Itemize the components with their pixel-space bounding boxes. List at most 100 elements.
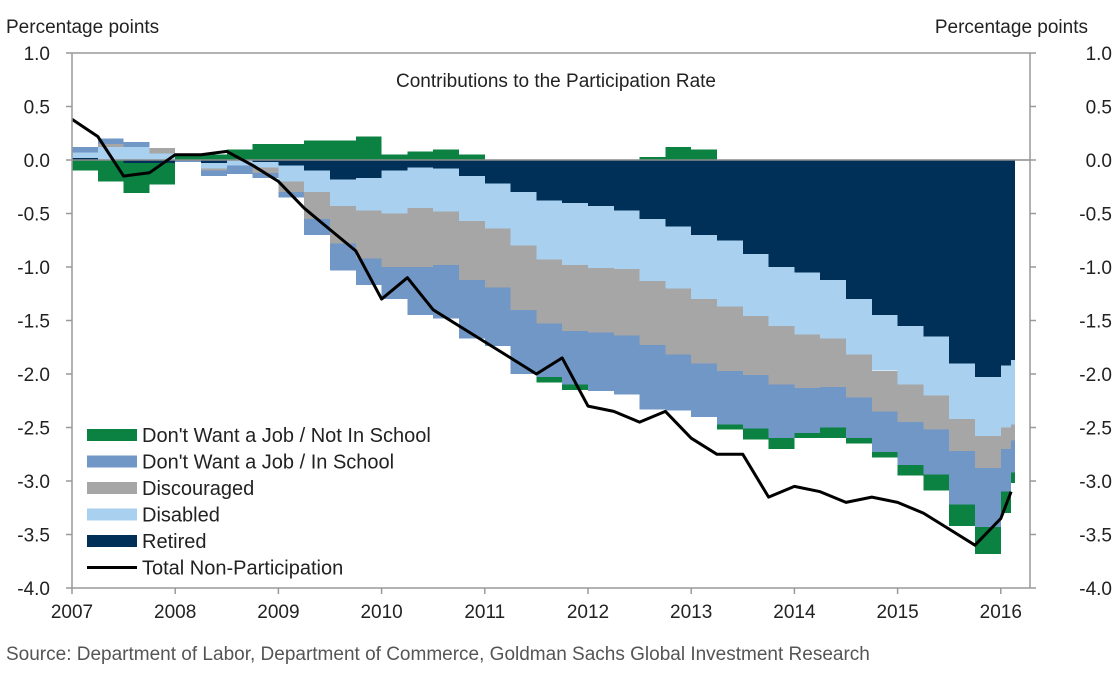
bar-segment-don-t-want-a-job-not-in-school	[355, 136, 382, 160]
bar-segment-don-t-want-a-job-not-in-school	[407, 151, 434, 160]
bar-segment-don-t-want-a-job-not-in-school	[536, 377, 563, 383]
x-tick-label: 2015	[876, 602, 918, 623]
source-note: Source: Department of Labor, Department …	[6, 644, 870, 665]
bar-segment-discouraged	[278, 181, 305, 193]
x-tick-label: 2010	[360, 602, 402, 623]
y-tick-label-right: -4.0	[1079, 579, 1112, 600]
x-tick-label: 2008	[154, 602, 196, 623]
bar-segment-disabled	[871, 315, 898, 371]
y-tick-label-left: -3.0	[17, 472, 50, 493]
y-tick-label-left: -0.5	[17, 205, 50, 226]
y-tick-label-right: -3.5	[1079, 526, 1112, 547]
bar-segment-don-t-want-a-job-not-in-school	[304, 140, 330, 160]
bar-segment-don-t-want-a-job-in-school	[717, 370, 743, 425]
bar-segment-don-t-want-a-job-not-in-school	[330, 140, 356, 160]
y-tick-label-right: -2.0	[1079, 365, 1112, 386]
bar-segment-retired	[820, 160, 846, 280]
bar-segment-retired	[407, 160, 434, 168]
bar-segment-retired	[742, 160, 769, 255]
bar-segment-discouraged	[639, 280, 666, 346]
bar-segment-disabled	[278, 165, 305, 182]
bar-segment-retired	[72, 157, 98, 160]
bar-segment-disabled	[433, 168, 459, 212]
bar-segment-retired	[665, 160, 692, 227]
bar-segment-don-t-want-a-job-not-in-school	[459, 154, 485, 160]
legend-swatch	[87, 429, 137, 441]
bar-segment-disabled	[665, 226, 692, 289]
bar-segment-disabled	[459, 176, 485, 221]
bar-segment-disabled	[820, 279, 846, 339]
bar-segment-don-t-want-a-job-not-in-school	[123, 163, 150, 194]
bar-segment-don-t-want-a-job-in-school	[871, 411, 898, 453]
bar-segment-discouraged	[510, 245, 537, 310]
bar-segment-don-t-want-a-job-not-in-school	[923, 474, 950, 491]
y-tick-label-right: 0.5	[1086, 98, 1112, 119]
bar-segment-retired	[330, 160, 356, 180]
bar-segment-retired	[355, 160, 382, 179]
bar-segment-discouraged	[381, 213, 408, 267]
bar-segment-retired	[381, 160, 408, 171]
bar-segment-discouraged	[433, 211, 459, 265]
legend-swatch	[87, 508, 137, 521]
bar-segment-disabled	[510, 192, 537, 246]
bar-segment-don-t-want-a-job-in-school	[1000, 448, 1012, 492]
x-axis: 2007 2008 2009 2010 2011 2012 2013 2014 2015 2016	[51, 588, 1022, 623]
bar-segment-don-t-want-a-job-not-in-school	[149, 163, 176, 185]
bar-segment-retired	[252, 160, 279, 163]
bar-segment-don-t-want-a-job-in-school	[897, 422, 924, 465]
legend-swatch	[87, 455, 137, 468]
y-tick-label-left: -4.0	[17, 579, 50, 600]
legend-swatch	[87, 535, 137, 547]
bar-segment-retired	[201, 160, 227, 164]
bar-segment-don-t-want-a-job-in-school	[975, 468, 1001, 528]
bar-segment-don-t-want-a-job-in-school	[252, 172, 279, 179]
bar-segment-don-t-want-a-job-in-school	[72, 147, 98, 153]
bar-segment-disabled	[536, 200, 563, 260]
y-tick-label-left: 1.0	[24, 44, 50, 65]
bar-segment-disabled	[381, 170, 408, 214]
y-tick-label-left: -1.5	[17, 312, 50, 333]
bar-segment-don-t-want-a-job-in-school	[588, 332, 614, 392]
bar-segment-retired	[871, 160, 898, 316]
bar-segment-retired	[949, 160, 975, 364]
bar-segment-disabled	[1011, 360, 1016, 425]
x-tick-label: 2007	[51, 602, 93, 623]
bar-segment-don-t-want-a-job-in-school	[175, 160, 201, 163]
bar-segment-discouraged	[975, 436, 1001, 469]
x-tick-label: 2013	[670, 602, 712, 623]
y-tick-label-left: 0.5	[24, 98, 50, 119]
legend-swatch	[87, 482, 137, 494]
bar-segment-don-t-want-a-job-in-school	[613, 335, 640, 395]
legend-item: Retired	[87, 531, 206, 553]
bar-segment-retired	[768, 160, 795, 267]
participation-chart: 1.0 0.5 0.0 -0.5 -1.0 -1.5 -2.0 -2.5 -3.0 -3.5 -4.…	[6, 17, 1112, 623]
bar-segment-don-t-want-a-job-not-in-school	[897, 464, 924, 476]
bar-segment-retired	[123, 160, 150, 164]
bar-segment-discouraged	[201, 168, 227, 171]
bar-segment-disabled	[201, 163, 227, 169]
bar-segment-retired	[639, 160, 666, 219]
bar-segment-retired	[975, 160, 1001, 378]
y-axis-right: 1.0 0.5 0.0 -0.5 -1.0 -1.5 -2.0 -2.5 -3.0 -3.5 -4.…	[1030, 44, 1112, 600]
bar-segment-retired	[1000, 160, 1012, 366]
bar-segment-disabled	[407, 167, 434, 209]
y-tick-label-left: 0.0	[24, 151, 50, 172]
total-non-participation-line	[71, 118, 1013, 547]
bar-segment-discouraged	[665, 288, 692, 355]
bar-segment-discouraged	[355, 210, 382, 259]
bar-segment-don-t-want-a-job-not-in-school	[717, 424, 743, 430]
bar-segment-disabled	[923, 336, 950, 396]
bar-segment-don-t-want-a-job-not-in-school	[562, 384, 588, 391]
bar-segment-disabled	[846, 299, 872, 355]
bar-segment-discouraged	[330, 206, 356, 244]
bar-segment-disabled	[355, 178, 382, 211]
bar-segment-discouraged	[846, 354, 872, 398]
bar-segment-don-t-want-a-job-in-school	[562, 331, 588, 385]
x-tick-label: 2011	[464, 602, 505, 623]
y-tick-label-left: -3.5	[17, 526, 50, 547]
bar-segment-don-t-want-a-job-not-in-school	[691, 149, 717, 160]
bar-segment-don-t-want-a-job-in-school	[639, 345, 666, 410]
legend-label: Don't Want a Job / Not In School	[142, 425, 431, 447]
x-tick-label: 2009	[257, 602, 299, 623]
bar-segment-disabled	[691, 234, 717, 300]
